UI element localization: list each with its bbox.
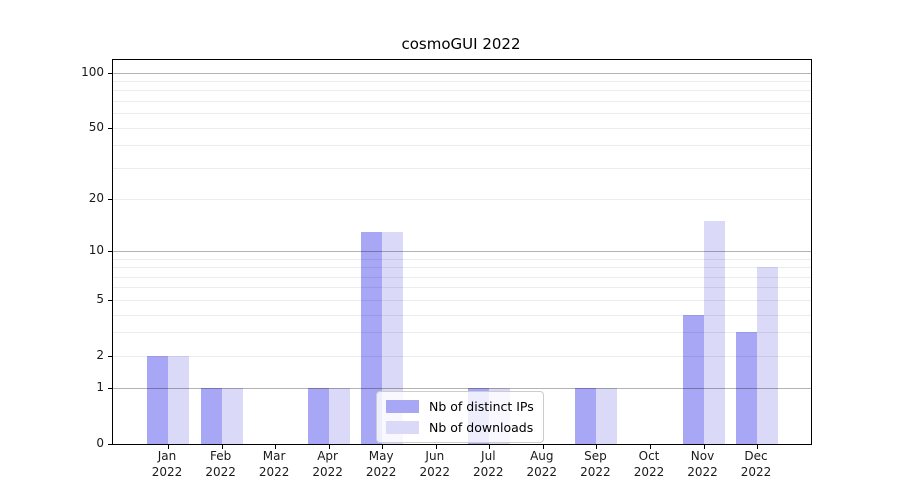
legend-swatch-distinct-ips [386, 400, 419, 413]
x-tick-label-month: Oct [638, 449, 660, 463]
x-tick-label-dec: Dec 2022 [724, 449, 788, 480]
bar-downloads-dec [757, 267, 778, 444]
x-tick-label-apr: Apr 2022 [296, 449, 360, 480]
x-tick-label-jan: Jan 2022 [135, 449, 199, 480]
y-tick-label-10: 10 [88, 243, 104, 257]
x-tick-label-month: Apr [317, 449, 338, 463]
bar-downloads-jan [168, 355, 189, 444]
x-tick-mark-oct [650, 445, 651, 449]
y-tick-mark-0 [108, 444, 112, 445]
bar-downloads-sep [596, 388, 618, 444]
x-tick-label-jun: Jun 2022 [403, 449, 467, 480]
x-tick-label-nov: Nov 2022 [671, 449, 735, 480]
x-tick-label-aug: Aug 2022 [510, 449, 574, 480]
x-tick-label-year: 2022 [473, 464, 504, 479]
x-tick-label-sep: Sep 2022 [563, 449, 627, 480]
y-tick-label-0: 0 [96, 436, 104, 450]
x-tick-label-year: 2022 [258, 464, 290, 479]
y-tick-label-1: 1 [96, 380, 104, 395]
legend-swatch-downloads [386, 421, 419, 434]
gridline-minor-20 [113, 198, 811, 200]
x-tick-mark-jun [435, 445, 437, 449]
x-tick-label-month: Dec [744, 449, 768, 463]
gridline-minor-40 [113, 145, 811, 147]
x-tick-label-year: 2022 [419, 464, 451, 479]
y-tick-label-2: 2 [96, 347, 104, 362]
x-tick-mark-jul [489, 445, 491, 449]
x-tick-label-jul: Jul 2022 [456, 449, 520, 480]
y-tick-label-5: 5 [96, 291, 104, 306]
bar-distinct-ips-jan [147, 355, 168, 444]
y-tick-mark-2 [108, 355, 112, 357]
gridline-minor-50 [113, 127, 811, 129]
x-tick-mark-sep [596, 445, 598, 449]
bar-downloads-nov [703, 220, 725, 444]
x-tick-label-month: Jul [481, 449, 496, 463]
x-tick-label-oct: Oct 2022 [617, 449, 681, 480]
x-tick-label-mar: Mar 2022 [242, 449, 306, 480]
x-tick-label-month: May [368, 449, 394, 463]
bar-downloads-feb [221, 388, 243, 444]
gridline-minor-70 [113, 100, 811, 102]
y-tick-mark-50 [108, 127, 112, 129]
x-tick-label-year: 2022 [526, 464, 558, 479]
x-tick-label-month: Sep [584, 449, 607, 463]
y-tick-label-100: 100 [81, 64, 104, 79]
bar-distinct-ips-feb [200, 388, 222, 444]
x-tick-label-month: Feb [209, 449, 232, 463]
x-tick-mark-jan [168, 445, 169, 449]
gridline-minor-90 [113, 80, 811, 82]
y-tick-label-20: 20 [88, 190, 104, 205]
gridline-minor-80 [113, 90, 811, 92]
legend-item-downloads: Nb of downloads [386, 417, 534, 438]
x-tick-label-year: 2022 [740, 464, 772, 479]
chart-title: cosmoGUI 2022 [401, 35, 521, 53]
gridline-minor-30 [113, 167, 811, 169]
x-tick-label-month: Jun [425, 449, 445, 463]
x-tick-label-month: Nov [690, 449, 715, 463]
bar-distinct-ips-sep [575, 388, 597, 444]
bar-distinct-ips-may [361, 231, 383, 444]
x-tick-label-year: 2022 [687, 464, 718, 479]
y-tick-mark-10 [108, 251, 112, 252]
x-tick-label-month: Aug [530, 449, 554, 463]
x-tick-label-year: 2022 [365, 464, 397, 479]
gridline-major-100 [113, 72, 811, 74]
x-tick-mark-nov [703, 445, 705, 449]
legend-item-distinct-ips: Nb of distinct IPs [386, 396, 534, 417]
x-tick-label-month: Jan [157, 449, 177, 463]
legend-label-downloads: Nb of downloads [429, 420, 534, 435]
legend-label-distinct-ips: Nb of distinct IPs [429, 399, 534, 414]
gridline-minor-60 [113, 113, 811, 115]
bar-distinct-ips-nov [682, 314, 704, 444]
x-tick-label-year: 2022 [151, 464, 183, 479]
x-tick-mark-dec [757, 445, 758, 449]
y-tick-mark-5 [108, 299, 112, 301]
plot-area: Nb of distinct IPs Nb of downloads [108, 59, 812, 449]
x-tick-mark-feb [221, 445, 223, 449]
x-tick-label-year: 2022 [312, 464, 343, 479]
y-tick-label-50: 50 [88, 119, 104, 134]
x-tick-mark-apr [328, 445, 330, 449]
legend: Nb of distinct IPs Nb of downloads [376, 391, 544, 443]
x-tick-mark-mar [275, 445, 277, 449]
x-tick-label-year: 2022 [633, 464, 665, 479]
x-tick-mark-aug [542, 445, 544, 449]
bar-downloads-may [382, 231, 404, 444]
x-tick-label-month: Mar [262, 449, 286, 463]
y-tick-mark-20 [108, 198, 112, 200]
bar-distinct-ips-apr [307, 388, 329, 444]
y-tick-mark-100 [108, 72, 112, 74]
bar-distinct-ips-dec [736, 332, 757, 444]
x-tick-label-feb: Feb 2022 [189, 449, 253, 480]
x-tick-label-year: 2022 [580, 464, 611, 479]
x-tick-mark-may [382, 445, 384, 449]
bar-downloads-apr [328, 388, 350, 444]
x-tick-label-year: 2022 [205, 464, 236, 479]
y-tick-mark-1 [108, 388, 112, 390]
x-tick-label-may: May 2022 [349, 449, 413, 480]
